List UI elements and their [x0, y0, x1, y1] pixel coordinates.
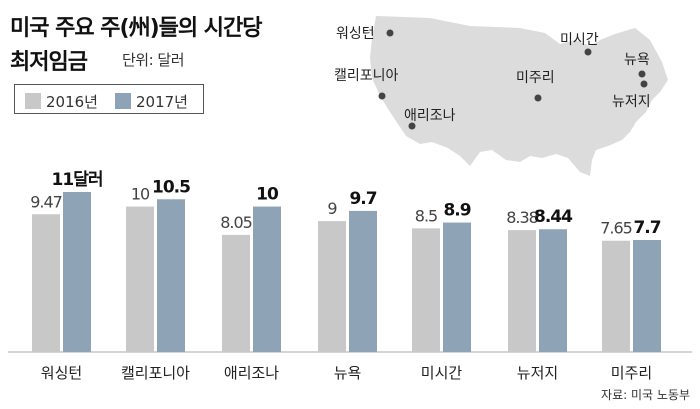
value-label-2017-2: 10: [256, 185, 279, 205]
us-map-shape: [370, 16, 668, 176]
chart-title-line2: 최저임금: [10, 50, 88, 75]
value-label-2017-5: 8.44: [534, 207, 573, 227]
map-label-5: 뉴욕: [624, 52, 650, 68]
bar-2017-3: [349, 210, 377, 352]
legend: 2016년 2017년: [14, 84, 204, 114]
chart-title-line1: 미국 주요 주(州)들의 시간당: [10, 16, 262, 41]
category-label-4: 미시간: [421, 364, 463, 382]
bar-2016-2: [222, 234, 250, 352]
map-marker-5: [638, 70, 646, 78]
source-note: 자료: 미국 노동부: [601, 388, 690, 402]
category-label-3: 뉴욕: [334, 364, 362, 382]
map-marker-4: [584, 48, 592, 56]
bar-2016-4: [412, 228, 440, 352]
bar-2017-2: [253, 206, 281, 352]
value-label-2017-3: 9.7: [349, 189, 376, 209]
category-label-2: 애리조나: [224, 364, 279, 382]
category-label-6: 미주리: [611, 364, 652, 382]
bar-2016-1: [126, 206, 154, 352]
bar-2017-1: [157, 199, 185, 352]
value-label-2017-1: 10.5: [152, 177, 190, 197]
category-label-5: 뉴저지: [517, 364, 558, 382]
bar-2017-6: [633, 240, 661, 352]
legend-label-2016: 2016년: [46, 93, 98, 111]
legend-item-2016: 2016년: [25, 91, 98, 112]
legend-label-2017: 2017년: [136, 93, 188, 111]
legend-swatch-2017: [115, 93, 131, 109]
value-label-2016-0: 9.47: [30, 192, 62, 211]
bar-2017-4: [443, 222, 471, 352]
map-label-6: 뉴저지: [612, 94, 651, 110]
map-label-4: 미시간: [560, 32, 599, 48]
value-label-2017-4: 8.9: [443, 201, 470, 221]
map-label-3: 미주리: [516, 70, 555, 86]
map-marker-1: [378, 92, 386, 100]
map-marker-3: [534, 94, 542, 102]
value-label-2016-6: 7.65: [600, 219, 632, 238]
value-label-2016-5: 8.38: [506, 208, 538, 227]
unit-label: 단위: 달러: [122, 51, 185, 69]
map-label-2: 애리조나: [404, 108, 456, 124]
map-label-1: 캘리포니아: [334, 68, 399, 84]
value-label-2016-3: 9: [327, 199, 337, 218]
value-label-2017-0: 11달러: [52, 169, 103, 190]
bar-2016-3: [318, 221, 346, 352]
legend-swatch-2016: [25, 93, 41, 109]
legend-item-2017: 2017년: [115, 91, 188, 112]
category-label-1: 캘리포니아: [121, 364, 190, 382]
map-marker-6: [640, 80, 648, 88]
bar-2016-0: [32, 214, 60, 352]
map-marker-2: [408, 122, 416, 130]
value-label-2016-2: 8.05: [220, 213, 252, 232]
value-label-2016-4: 8.5: [415, 206, 437, 225]
value-label-2017-6: 7.7: [633, 218, 660, 238]
bar-2016-6: [602, 240, 630, 352]
map-marker-0: [386, 29, 394, 37]
category-label-0: 워싱턴: [41, 364, 82, 382]
bar-2016-5: [508, 230, 536, 352]
value-label-2016-1: 10: [131, 185, 150, 204]
bar-2017-5: [539, 229, 567, 352]
map-label-0: 워싱턴: [336, 26, 375, 42]
bar-2017-0: [63, 192, 91, 352]
